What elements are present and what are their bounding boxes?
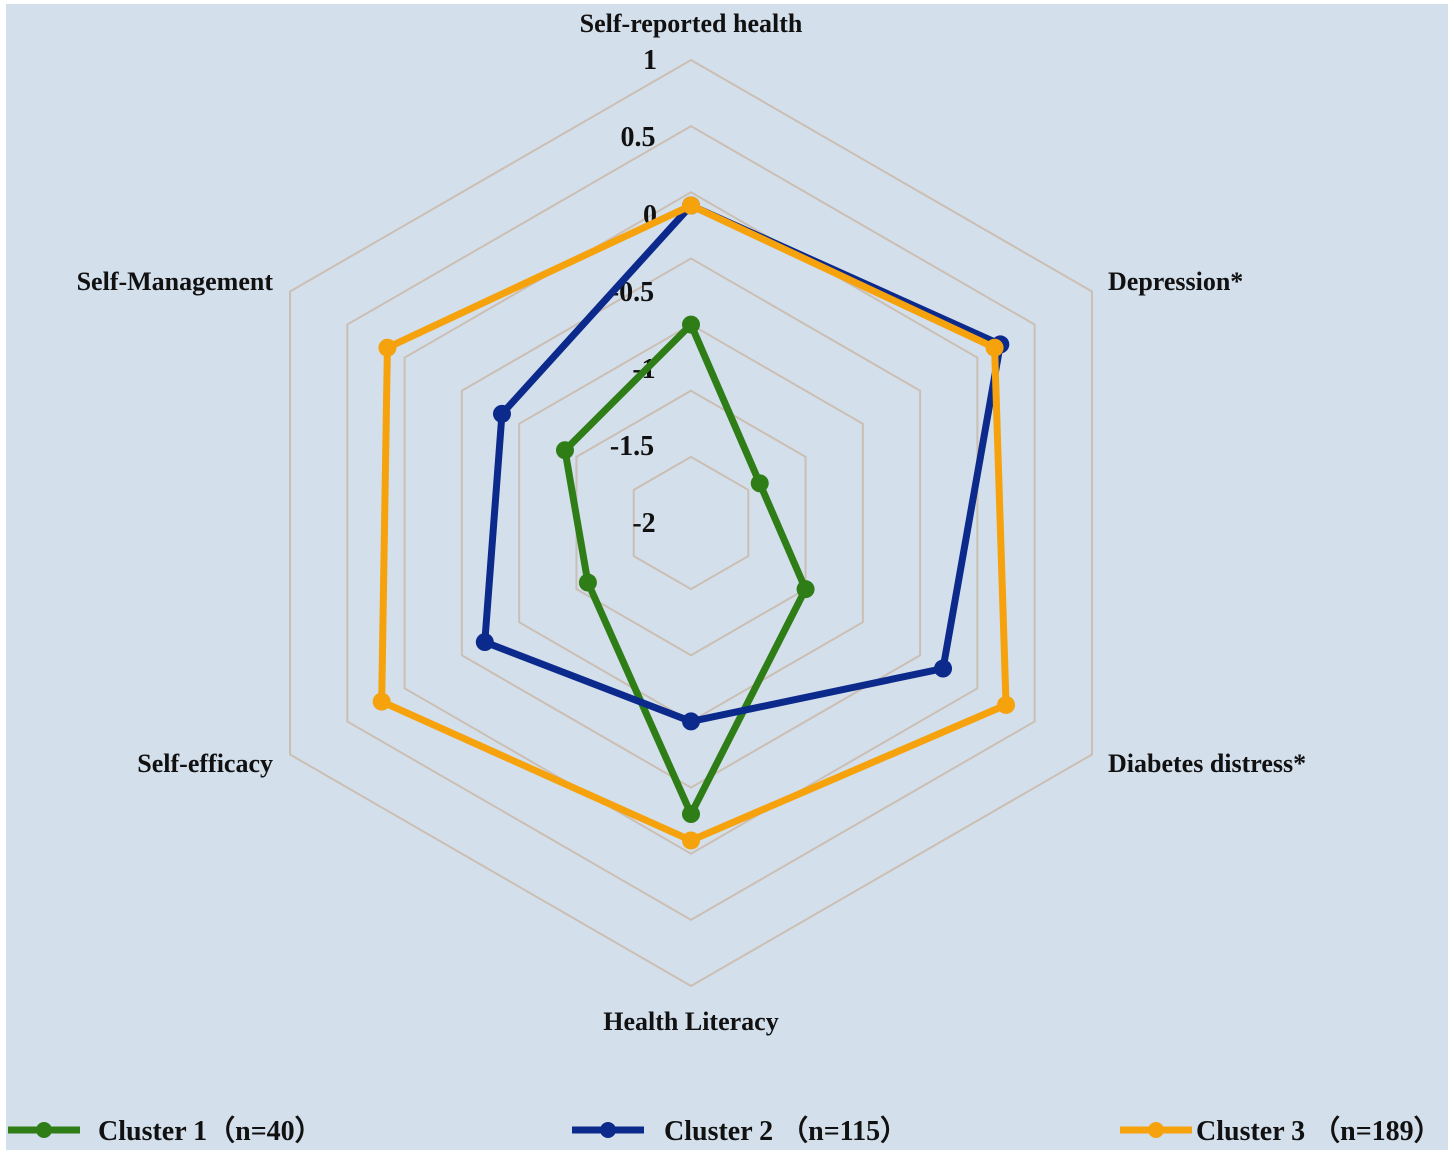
legend-marker-cluster-2 [600, 1122, 616, 1138]
axis-label-self-reported-health: Self-reported health [580, 9, 803, 38]
data-point-cluster-1-0[interactable] [682, 315, 700, 334]
axis-label-self-efficacy: Self-efficacy [137, 749, 273, 778]
tick-label-0.5: 0.5 [621, 122, 656, 153]
tick-label-1: 1 [643, 45, 657, 76]
legend-item-cluster-3[interactable]: Cluster 3 （n=189） [1120, 1114, 1442, 1147]
grid-ring-4 [518, 323, 864, 723]
data-point-cluster-3-2[interactable] [997, 695, 1016, 714]
tick-label-minus-2: -2 [632, 508, 655, 539]
chart-background [6, 4, 1448, 1150]
series-cluster-3 [372, 196, 1016, 850]
data-point-cluster-3-4[interactable] [372, 692, 391, 711]
axis-label-diabetes-distress: Diabetes distress* [1108, 749, 1306, 778]
legend-label-cluster-2: Cluster 2 （n=115） [664, 1114, 908, 1147]
data-point-cluster-3-0[interactable] [682, 196, 700, 215]
axis-labels: Self-reported health Depression* Diabete… [77, 9, 1307, 1036]
axis-label-self-management: Self-Management [77, 267, 274, 296]
radar-grid [289, 58, 1093, 988]
axis-label-health-literacy: Health Literacy [603, 1007, 778, 1036]
tick-label-minus-1.5: -1.5 [610, 431, 654, 462]
data-point-cluster-1-5[interactable] [555, 441, 574, 460]
series-line-cluster-3 [378, 202, 1010, 844]
series-line-cluster-2 [481, 202, 1004, 725]
data-point-cluster-2-5[interactable] [492, 404, 511, 423]
axis-label-depression: Depression* [1108, 267, 1243, 296]
grid-ring-6 [632, 455, 750, 591]
legend-marker-cluster-1 [36, 1122, 52, 1138]
data-point-cluster-1-3[interactable] [682, 805, 700, 824]
tick-labels: 1 0.5 0 -0.5 -1 -1.5 -2 [610, 45, 657, 539]
series-layer [372, 196, 1016, 850]
data-point-cluster-2-2[interactable] [934, 659, 953, 678]
legend-marker-cluster-3 [1148, 1122, 1164, 1138]
series-cluster-1 [555, 315, 815, 824]
data-point-cluster-3-3[interactable] [682, 831, 700, 850]
series-cluster-2 [475, 196, 1010, 731]
data-point-cluster-1-2[interactable] [796, 580, 815, 599]
grid-ring-5 [575, 389, 807, 657]
grid-ring-1 [346, 124, 1036, 922]
legend-item-cluster-2[interactable]: Cluster 2 （n=115） [572, 1114, 908, 1147]
legend-label-cluster-3: Cluster 3 （n=189） [1196, 1114, 1442, 1147]
grid-ring-2 [403, 191, 979, 855]
series-line-cluster-1 [561, 321, 810, 818]
data-point-cluster-3-5[interactable] [378, 338, 397, 357]
legend-item-cluster-1[interactable]: Cluster 1（n=40） [8, 1114, 323, 1147]
data-point-cluster-3-1[interactable] [985, 338, 1004, 357]
legend: Cluster 1（n=40） Cluster 2 （n=115） Cluste… [8, 1114, 1442, 1147]
grid-ring-0 [289, 58, 1093, 988]
data-point-cluster-2-4[interactable] [475, 633, 494, 652]
data-point-cluster-2-3[interactable] [682, 712, 700, 731]
legend-label-cluster-1: Cluster 1（n=40） [98, 1114, 323, 1147]
grid-ring-3 [460, 257, 922, 789]
data-point-cluster-1-1[interactable] [750, 474, 769, 493]
data-point-cluster-1-4[interactable] [578, 573, 597, 592]
